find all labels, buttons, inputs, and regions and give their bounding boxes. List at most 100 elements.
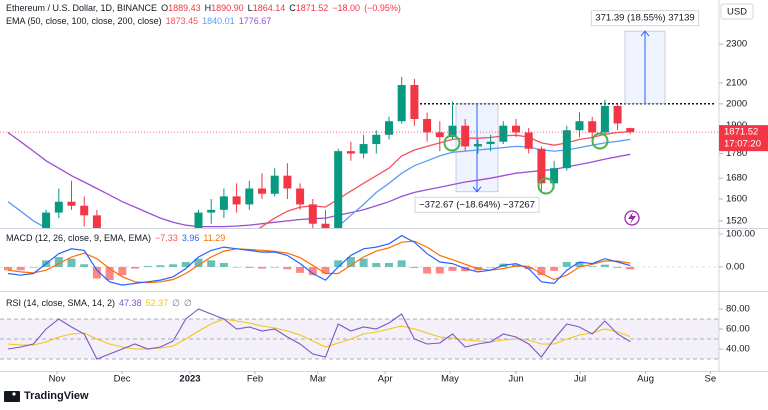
histogram-bar [270,266,279,268]
ema-value: 1776.67 [238,16,272,26]
histogram-bar [448,266,457,271]
histogram-bar [118,266,127,276]
candle-body [550,168,559,184]
candle-body [562,130,571,169]
candle-body [321,223,330,228]
macd-value: 3.96 [181,233,200,243]
histogram-bar [245,266,254,268]
ohlc-key: C [289,3,296,13]
y-tick-label: 80.00 [726,304,750,315]
countdown: 17:07:20 [724,139,761,150]
brand-logo [4,391,20,402]
histogram-bar [537,266,546,276]
price-legend: Ethereum / U.S. Dollar, 1D, BINANCE O1889… [6,3,405,13]
histogram-bar [207,260,216,267]
histogram-bar [92,266,101,279]
rsi-legend: RSI (14, close, SMA, 14, 2) 47.38 52.37 ∅ ∅ [6,298,196,309]
ohlc-key: H [204,3,212,13]
candle-body [524,132,533,149]
candle-body [575,121,584,131]
histogram-bar [156,265,165,267]
highlight-circle [443,134,461,152]
x-tick-label: Dec [114,374,131,385]
candle-body [613,105,622,124]
candle-body [308,204,317,224]
candle-body [42,212,51,228]
candle-body [219,196,228,210]
histogram-bar [54,257,63,267]
candle-body [92,215,101,228]
histogram-bar [143,265,152,267]
candle-body [54,201,63,213]
macd-value: −7.33 [155,233,178,243]
currency-box[interactable] [720,3,754,20]
x-tick-label: Mar [310,374,326,385]
ohlc-value: 1889.43 [168,3,201,13]
x-tick-label: Apr [378,374,393,385]
ohlc-value: 1864.14 [252,3,286,13]
y-tick-label: 1520 [726,215,747,226]
histogram-bar [219,262,228,267]
histogram-bar [4,266,12,271]
candle-body [258,188,266,194]
signal-line [7,240,631,284]
y-tick-label: 2100 [726,78,747,89]
histogram-bar [16,266,25,271]
y-tick-label: 1600 [726,194,747,205]
histogram-bar [194,258,203,267]
histogram-bar [232,266,241,268]
x-tick-label: May [441,374,459,385]
rsi-value: 47.38 [119,298,142,308]
rsi-line [7,308,631,360]
macd-pane [0,234,719,286]
histogram-bar [588,266,597,267]
candle-body [397,85,406,122]
last-price-box [719,125,768,152]
rsi-value: 52.37 [145,298,169,308]
y-tick-label: 40.00 [726,344,750,355]
histogram-bar [626,266,635,270]
y-tick-label: 60.00 [726,324,750,335]
y-tick-label: 100.00 [726,228,755,239]
rsi-ma-line [7,318,631,350]
histogram-bar [372,262,381,267]
histogram-bar [435,266,444,274]
histogram-bar [308,266,317,276]
indicator-title: RSI (14, close, SMA, 14, 2) [6,298,116,308]
x-tick-label: Jul [574,374,586,385]
histogram-bar [550,266,559,271]
candle-body [67,201,76,206]
ema-value: 1873.45 [165,16,199,26]
y-tick-label: 1680 [726,173,747,184]
candle-body [385,121,393,135]
candle-body [207,209,216,213]
candle-body [461,125,470,147]
candle-body [194,212,203,228]
histogram-bar [181,261,190,267]
histogram-bar [334,260,343,267]
candle-body [296,188,305,205]
change-percent: (−0.95%) [364,3,401,13]
macd-line [7,234,631,286]
highlight-circle [591,132,609,150]
candle-body [486,141,495,145]
measure-up-label: 371.39 (18.55%) 37139 [595,13,694,24]
macd-legend: MACD (12, 26, close, 9, EMA, EMA) −7.33 3.… [6,233,229,243]
histogram-bar [397,260,406,267]
x-tick-label: Aug [637,374,654,385]
candle-body [448,125,457,138]
indicator-title: EMA (50, close, 100, close, 200, close) [6,16,162,26]
y-tick-label: 2300 [726,39,747,50]
event-icon[interactable] [624,210,640,226]
x-tick-label: Se [704,374,716,385]
candle-body [283,175,292,189]
rsi-value: ∅ [172,298,180,308]
indicator-title: MACD (12, 26, close, 9, EMA, EMA) [6,233,152,243]
histogram-bar [321,266,330,274]
ohlc-key: L [247,3,253,13]
axes: 230021002000190017801680160015201871.521… [49,10,768,385]
histogram-bar [80,264,89,267]
candle-body [410,85,419,120]
